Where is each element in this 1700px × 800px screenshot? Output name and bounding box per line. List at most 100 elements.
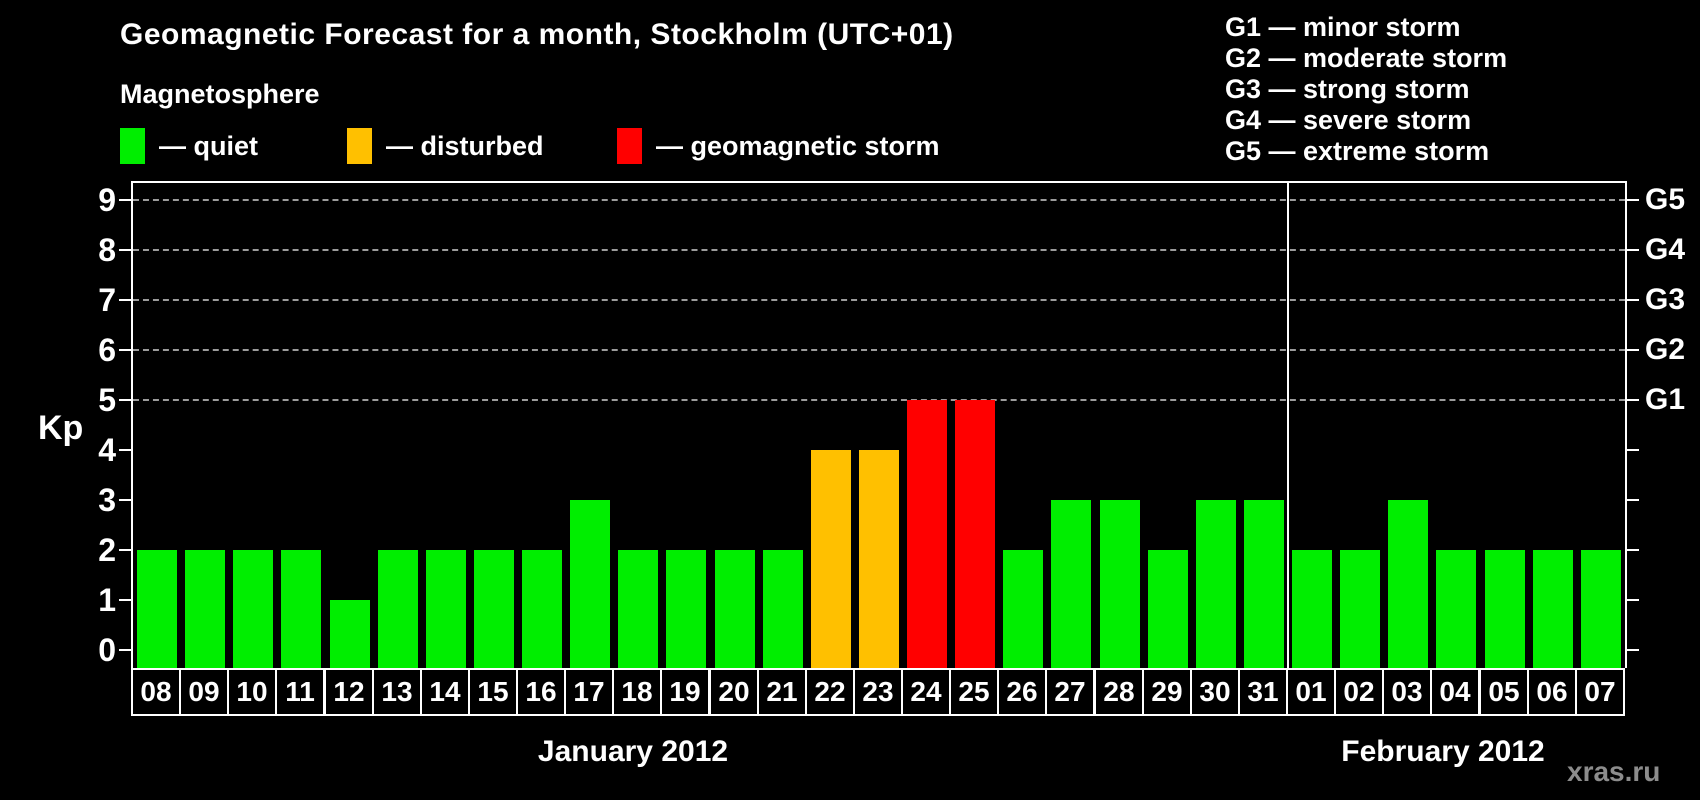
watermark: xras.ru [1567,756,1661,787]
right-axis-tick [1627,399,1639,401]
g-level-label: G5 [1645,183,1686,216]
right-axis-tick [1627,649,1639,651]
y-axis-tick-label: 7 [98,282,116,318]
y-axis-tick [119,249,131,251]
kp-bar-quiet [1196,500,1236,668]
kp-bar-quiet [474,550,514,668]
date-cell: 22 [805,668,855,716]
date-cell: 31 [1238,668,1288,716]
y-axis-tick-label: 4 [98,432,116,468]
right-axis-tick [1627,449,1639,451]
storm-color-swatch [617,128,642,164]
date-cell: 07 [1575,668,1625,716]
y-axis-tick-label: 8 [98,232,116,268]
kp-bar-quiet [1485,550,1525,668]
gridline [133,299,1625,301]
kp-bar-quiet [763,550,803,668]
date-cell: 24 [901,668,951,716]
date-cell: 08 [131,668,181,716]
date-cell: 17 [564,668,614,716]
kp-bar-quiet [233,550,273,668]
kp-bar-quiet [1244,500,1284,668]
right-axis-tick [1627,499,1639,501]
date-cell: 11 [275,668,325,716]
y-axis-tick-label: 9 [98,182,116,218]
kp-bar-disturbed [811,450,851,668]
kp-bar-quiet [1581,550,1621,668]
y-axis-tick [119,599,131,601]
kp-bar-quiet [522,550,562,668]
kp-bar-quiet [1436,550,1476,668]
y-axis-tick [119,199,131,201]
kp-bar-quiet [1003,550,1043,668]
right-axis-tick [1627,349,1639,351]
date-cell: 26 [997,668,1047,716]
right-axis-tick [1627,599,1639,601]
date-cell: 21 [757,668,807,716]
month-divider [1287,183,1289,668]
date-cell: 29 [1142,668,1192,716]
kp-bar-storm [907,400,947,668]
kp-bar-disturbed [859,450,899,668]
kp-bar-quiet [1388,500,1428,668]
y-axis-title: Kp [38,409,84,447]
g-scale-legend-line: G2 — moderate storm [1225,43,1508,73]
kp-bar-quiet [1100,500,1140,668]
date-cell: 12 [324,668,374,716]
g-scale-legend-line: G1 — minor storm [1225,12,1461,42]
y-axis-tick-label: 5 [98,382,116,418]
y-axis-tick [119,299,131,301]
g-level-label: G3 [1645,283,1686,316]
legend-item-disturbed: — disturbed [347,128,544,164]
gridline [133,199,1625,201]
legend-item-quiet: — quiet [120,128,258,164]
y-axis-tick-label: 3 [98,482,116,518]
kp-bar-quiet [426,550,466,668]
date-cell: 14 [420,668,470,716]
y-axis-tick [119,649,131,651]
gridline [133,249,1625,251]
date-cell: 05 [1479,668,1529,716]
kp-bar-quiet [1148,550,1188,668]
date-cell: 06 [1527,668,1577,716]
legend-label-storm: — geomagnetic storm [656,130,940,161]
g-scale-legend: G1 — minor storm G2 — moderate storm G3 … [1225,12,1507,167]
kp-bar-quiet [715,550,755,668]
date-cell: 28 [1094,668,1144,716]
y-axis-tick-label: 2 [98,532,116,568]
y-axis-tick [119,499,131,501]
date-cell: 23 [853,668,903,716]
y-axis-tick [119,349,131,351]
kp-bar-quiet [666,550,706,668]
kp-bar-quiet [618,550,658,668]
g-level-label: G2 [1645,333,1686,366]
date-cell: 09 [179,668,229,716]
kp-bar-quiet [330,600,370,668]
legend-item-storm: — geomagnetic storm [617,128,940,164]
date-cell: 30 [1190,668,1240,716]
month-label-february: February 2012 [1341,735,1545,768]
right-axis-tick [1627,549,1639,551]
date-cell: 16 [516,668,566,716]
kp-bar-quiet [378,550,418,668]
y-axis-tick-label: 0 [98,632,116,668]
kp-bar-quiet [1533,550,1573,668]
date-cell: 02 [1334,668,1384,716]
g-scale-legend-line: G3 — strong storm [1225,74,1470,104]
g-scale-legend-line: G4 — severe storm [1225,105,1472,135]
right-axis-tick [1627,199,1639,201]
date-cell: 25 [949,668,999,716]
magnetosphere-heading: Magnetosphere [120,79,320,109]
chart-title: Geomagnetic Forecast for a month, Stockh… [120,18,954,51]
y-axis-tick [119,449,131,451]
kp-bar-storm [955,400,995,668]
date-cell: 19 [660,668,710,716]
date-cell: 13 [372,668,422,716]
y-axis-tick-label: 1 [98,582,116,618]
disturbed-color-swatch [347,128,372,164]
date-cell: 10 [227,668,277,716]
y-axis-tick [119,549,131,551]
kp-bar-quiet [1340,550,1380,668]
date-cell: 27 [1045,668,1095,716]
